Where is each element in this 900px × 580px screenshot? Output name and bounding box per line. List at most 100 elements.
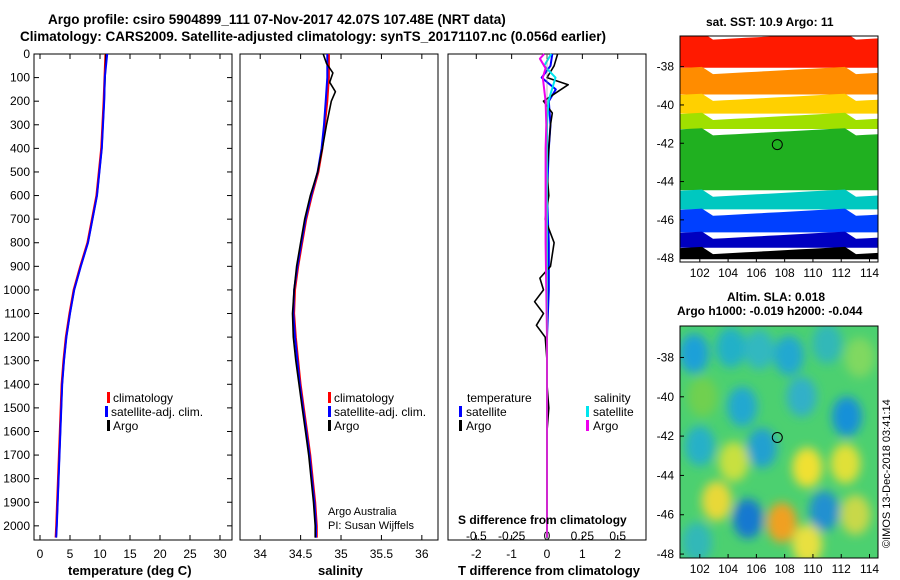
sla-anomaly — [809, 490, 840, 531]
sla-anomaly — [830, 443, 861, 484]
series-line-argo — [291, 53, 337, 538]
difference-legend: temperature satellite Argo salinity sate… — [459, 391, 634, 433]
t-difference-axis-ticks: -2 -1 0 1 2 — [471, 54, 621, 561]
sla-anomaly — [766, 502, 797, 543]
lon-tick-label: 114 — [860, 266, 879, 280]
sla-anomaly — [687, 376, 718, 417]
plot-title-line-2: Climatology: CARS2009. Satellite-adjuste… — [20, 29, 606, 44]
x-tick-label: 1 — [579, 547, 586, 561]
legend-swatch-satellite — [105, 406, 108, 417]
sla-anomaly — [715, 327, 746, 368]
s-tick-label: -0.25 — [498, 529, 526, 543]
depth-tick-label: 1000 — [3, 283, 30, 297]
sla-anomaly — [747, 427, 778, 468]
depth-tick-label: 500 — [10, 165, 30, 179]
s-tick-label: -0.5 — [466, 529, 487, 543]
lon-tick-label: 104 — [718, 266, 738, 280]
depth-tick-label: 800 — [10, 236, 30, 250]
s-tick-label: 0.25 — [571, 529, 595, 543]
sst-map-frame — [679, 35, 879, 263]
legend-label-t-satellite: satellite — [466, 405, 507, 419]
lon-tick-label: 112 — [832, 266, 851, 280]
difference-profile-lines — [533, 53, 570, 540]
sla-anomaly-blobs — [680, 326, 875, 558]
depth-tick-label: 400 — [10, 141, 30, 155]
x-tick-label: 34 — [254, 547, 268, 561]
sla-anomaly — [718, 441, 749, 482]
sla-anomaly — [786, 376, 817, 417]
legend-swatch-argo — [328, 420, 331, 431]
salinity-plot-frame — [239, 53, 439, 541]
depth-tick-label: 700 — [10, 212, 30, 226]
argo-location-marker — [771, 431, 783, 443]
lon-tick-label: 114 — [860, 562, 879, 576]
lat-tick-label: -46 — [657, 213, 675, 227]
temperature-axis-label: temperature (deg C) — [68, 563, 192, 578]
sla-anomaly — [831, 396, 862, 437]
salinity-axis-ticks: 34 34.5 35 35.5 36 — [254, 54, 429, 561]
depth-tick-label: 1800 — [3, 472, 30, 486]
sla-anomaly — [773, 335, 804, 376]
lat-tick-label: -38 — [657, 350, 675, 364]
legend-heading-salinity: salinity — [594, 391, 631, 405]
temperature-panel: 0100200300400500600700800900100011001200… — [3, 47, 646, 578]
legend-label-satellite: satellite-adj. clim. — [334, 405, 426, 419]
depth-tick-label: 200 — [10, 94, 30, 108]
legend-swatch-climatology — [107, 392, 110, 403]
x-tick-label: 5 — [67, 547, 74, 561]
x-tick-label: 10 — [93, 547, 107, 561]
lat-tick-label: -42 — [657, 136, 675, 150]
legend-label-s-satellite: satellite — [593, 405, 634, 419]
lon-tick-label: 108 — [775, 266, 795, 280]
lat-tick-label: -40 — [657, 98, 675, 112]
sst-map-title: sat. SST: 10.9 Argo: 11 — [706, 15, 834, 29]
sst-band — [680, 36, 878, 71]
lon-tick-label: 108 — [775, 562, 795, 576]
legend-label-t-argo: Argo — [466, 419, 492, 433]
lon-tick-label: 104 — [718, 562, 738, 576]
depth-tick-label: 1100 — [4, 307, 30, 321]
lon-tick-label: 112 — [832, 562, 851, 576]
depth-tick-label: 1300 — [3, 354, 30, 368]
legend-label-satellite: satellite-adj. clim. — [111, 405, 203, 419]
legend-label-climatology: climatology — [113, 391, 173, 405]
legend-label-argo: Argo — [113, 419, 139, 433]
legend-swatch-s-satellite — [586, 406, 589, 417]
sst-band — [680, 66, 878, 98]
difference-panel: -2 -1 0 1 2 -0.5 -0.25 0 0.25 0.5 S difference f… — [447, 53, 647, 578]
sla-anomaly — [744, 329, 775, 370]
sst-band — [680, 128, 878, 194]
depth-tick-label: 300 — [10, 118, 30, 132]
temperature-legend: climatology satellite-adj. clim. Argo — [105, 391, 203, 433]
lon-tick-label: 106 — [746, 266, 766, 280]
sst-band — [680, 93, 878, 117]
sla-anomaly — [684, 425, 715, 466]
depth-tick-label: 1400 — [3, 377, 30, 391]
depth-tick-label: 1600 — [3, 424, 30, 438]
depth-tick-label: 600 — [10, 189, 30, 203]
sla-anomaly — [792, 447, 823, 488]
lon-tick-label: 102 — [690, 562, 710, 576]
temperature-plot-frame — [33, 53, 233, 541]
copyright-stamp: ©IMOS 13-Dec-2018 03:41:14 — [881, 399, 893, 548]
x-tick-label: 35 — [334, 547, 348, 561]
sla-anomaly — [681, 522, 712, 558]
sst-color-field — [680, 36, 878, 262]
lat-tick-label: -40 — [657, 390, 675, 404]
depth-tick-label: 2000 — [3, 519, 30, 533]
sla-map-title: Altim. SLA: 0.018 — [727, 290, 825, 304]
lon-tick-label: 110 — [803, 562, 822, 576]
sla-anomaly — [840, 494, 871, 535]
legend-swatch-s-argo — [586, 420, 589, 431]
x-tick-label: 15 — [123, 547, 137, 561]
sst-map-panel: sat. SST: 10.9 Argo: 11 102 104 106 108 110 1… — [657, 15, 880, 280]
lat-tick-label: -46 — [657, 508, 675, 522]
temperature-axis-ticks: 0 5 10 15 20 25 30 — [37, 54, 227, 561]
depth-tick-label: 100 — [10, 71, 30, 85]
x-tick-label: 35.5 — [370, 547, 394, 561]
x-tick-label: 36 — [415, 547, 429, 561]
depth-tick-label: 1200 — [3, 330, 30, 344]
legend-swatch-argo — [107, 420, 110, 431]
lat-tick-label: -38 — [657, 60, 675, 74]
